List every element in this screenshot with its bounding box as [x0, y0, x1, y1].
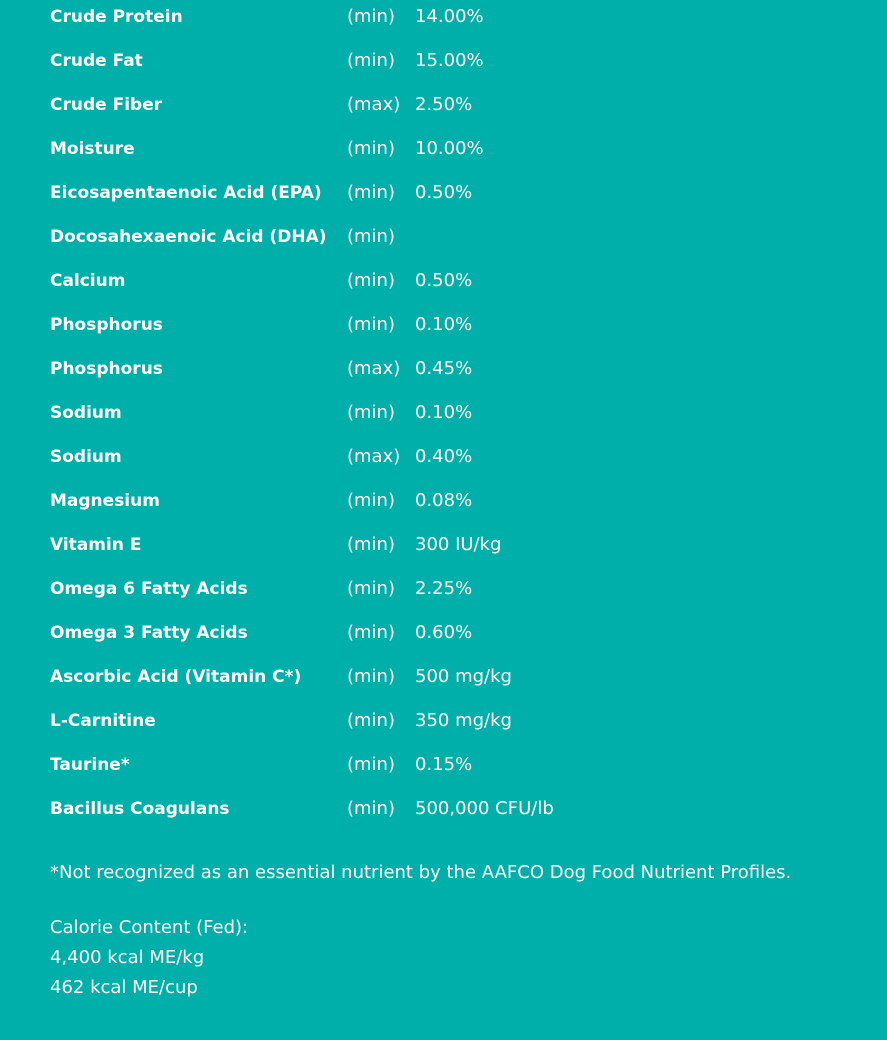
nutrient-value: 300 IU/kg: [415, 534, 502, 555]
nutrient-value: 0.45%: [415, 358, 473, 379]
nutrient-qualifier: (max): [347, 446, 401, 467]
nutrient-name: Crude Fiber: [50, 95, 163, 115]
nutrient-qualifier: (max): [347, 94, 401, 115]
calorie-line: 4,400 kcal ME/kg: [50, 947, 205, 968]
nutrient-value: 15.00%: [415, 50, 484, 71]
nutrient-value: 10.00%: [415, 138, 484, 159]
nutrient-qualifier: (min): [347, 226, 395, 247]
nutrient-name: Docosahexaenoic Acid (DHA): [50, 227, 327, 247]
nutrient-value: 0.60%: [415, 622, 473, 643]
footnote: *Not recognized as an essential nutrient…: [50, 862, 792, 883]
nutrient-name: Ascorbic Acid (Vitamin C*): [50, 667, 302, 687]
nutrient-qualifier: (max): [347, 358, 401, 379]
nutrient-name: Crude Fat: [50, 51, 143, 71]
nutrient-name: Phosphorus: [50, 359, 163, 379]
nutrient-name: Omega 6 Fatty Acids: [50, 579, 248, 599]
nutrient-qualifier: (min): [347, 710, 395, 731]
nutrient-name: Sodium: [50, 403, 122, 423]
nutrient-value: 0.10%: [415, 314, 473, 335]
nutrient-qualifier: (min): [347, 798, 395, 819]
nutrient-qualifier: (min): [347, 754, 395, 775]
nutrient-name: Omega 3 Fatty Acids: [50, 623, 248, 643]
nutrient-qualifier: (min): [347, 314, 395, 335]
nutrient-name: Moisture: [50, 139, 135, 159]
nutrient-value: 0.50%: [415, 182, 473, 203]
nutrient-name: Sodium: [50, 447, 122, 467]
nutrient-name: Eicosapentaenoic Acid (EPA): [50, 183, 322, 203]
nutrient-name: Crude Protein: [50, 7, 183, 27]
nutrient-qualifier: (min): [347, 138, 395, 159]
nutrient-qualifier: (min): [347, 270, 395, 291]
nutrient-qualifier: (min): [347, 490, 395, 511]
nutrient-value: 14.00%: [415, 6, 484, 27]
nutrient-value: 0.10%: [415, 402, 473, 423]
nutrient-name: Taurine*: [50, 755, 130, 775]
nutrient-name: L-Carnitine: [50, 711, 156, 731]
nutrient-name: Bacillus Coagulans: [50, 799, 230, 819]
nutrient-value: 350 mg/kg: [415, 710, 512, 731]
nutrient-value: 500 mg/kg: [415, 666, 512, 687]
nutrient-value: 0.08%: [415, 490, 473, 511]
nutrient-qualifier: (min): [347, 578, 395, 599]
nutrient-name: Magnesium: [50, 491, 160, 511]
nutrient-qualifier: (min): [347, 534, 395, 555]
nutrient-qualifier: (min): [347, 182, 395, 203]
nutrient-value: 0.40%: [415, 446, 473, 467]
nutrient-value: 2.25%: [415, 578, 473, 599]
nutrient-qualifier: (min): [347, 402, 395, 423]
nutrient-qualifier: (min): [347, 50, 395, 71]
nutrient-name: Calcium: [50, 271, 126, 291]
nutrient-value: 2.50%: [415, 94, 473, 115]
calorie-line: 462 kcal ME/cup: [50, 977, 198, 998]
nutrient-value: 0.50%: [415, 270, 473, 291]
nutrient-name: Phosphorus: [50, 315, 163, 335]
nutrient-name: Vitamin E: [50, 535, 142, 555]
calorie-heading: Calorie Content (Fed):: [50, 917, 249, 938]
nutrient-qualifier: (min): [347, 6, 395, 27]
nutrient-qualifier: (min): [347, 666, 395, 687]
nutrient-value: 500,000 CFU/lb: [415, 798, 554, 819]
nutrient-value: 0.15%: [415, 754, 473, 775]
nutrient-qualifier: (min): [347, 622, 395, 643]
